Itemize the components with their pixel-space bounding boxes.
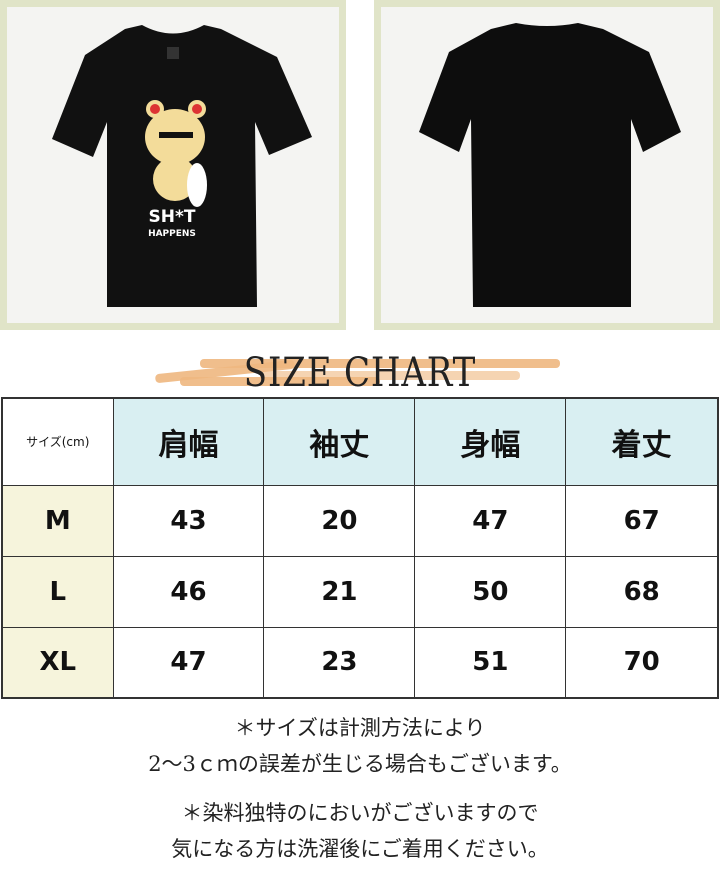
print-text-1: SH*T [149, 207, 196, 227]
table-header-row: サイズ(cm) 肩幅 袖丈 身幅 着丈 [1, 397, 719, 486]
table-cell: 47 [414, 484, 567, 557]
header-length: 着丈 [565, 397, 719, 486]
size-table: サイズ(cm) 肩幅 袖丈 身幅 着丈 M 43 20 47 67 L 46 2… [1, 397, 719, 699]
table-cell: 51 [414, 626, 567, 699]
table-cell: 68 [565, 555, 719, 628]
front-photo: SH*T HAPPENS [0, 0, 346, 330]
table-cell: 46 [112, 555, 265, 628]
table-cell: 43 [112, 484, 265, 557]
note-line: 気になる方は洗濯後にご着用ください。 [171, 837, 549, 861]
header-width: 身幅 [414, 397, 567, 486]
size-chart-title: SIZE CHART [243, 350, 477, 396]
print-text-2: HAPPENS [148, 229, 196, 239]
table-cell: 21 [263, 555, 416, 628]
note-line: ＊サイズは計測方法により [234, 716, 486, 740]
back-photo [374, 0, 720, 330]
table-row: L 46 21 50 68 [1, 555, 719, 628]
note-line: ＊染料独特のにおいがございますので [181, 801, 539, 825]
size-label: L [1, 555, 114, 628]
table-row: M 43 20 47 67 [1, 484, 719, 557]
tshirt-back-image [419, 23, 681, 307]
size-label: XL [1, 626, 114, 699]
table-row: XL 47 23 51 70 [1, 626, 719, 699]
table-cell: 20 [263, 484, 416, 557]
table-cell: 70 [565, 626, 719, 699]
header-shoulder: 肩幅 [112, 397, 265, 486]
note-odor: ＊染料独特のにおいがございますので 気になる方は洗濯後にご着用ください。 [0, 795, 720, 867]
note-line: 2～3ｃｍの誤差が生じる場合もございます。 [148, 752, 572, 776]
size-label: M [1, 484, 114, 557]
corner-label: サイズ(cm) [1, 397, 114, 486]
table-cell: 47 [112, 626, 265, 699]
note-measurement: ＊サイズは計測方法により 2～3ｃｍの誤差が生じる場合もございます。 [0, 710, 720, 782]
header-sleeve: 袖丈 [263, 397, 416, 486]
title-brush-decoration [0, 345, 720, 395]
table-cell: 67 [565, 484, 719, 557]
table-cell: 50 [414, 555, 567, 628]
tshirt-front-image: SH*T HAPPENS [52, 25, 312, 307]
table-cell: 23 [263, 626, 416, 699]
